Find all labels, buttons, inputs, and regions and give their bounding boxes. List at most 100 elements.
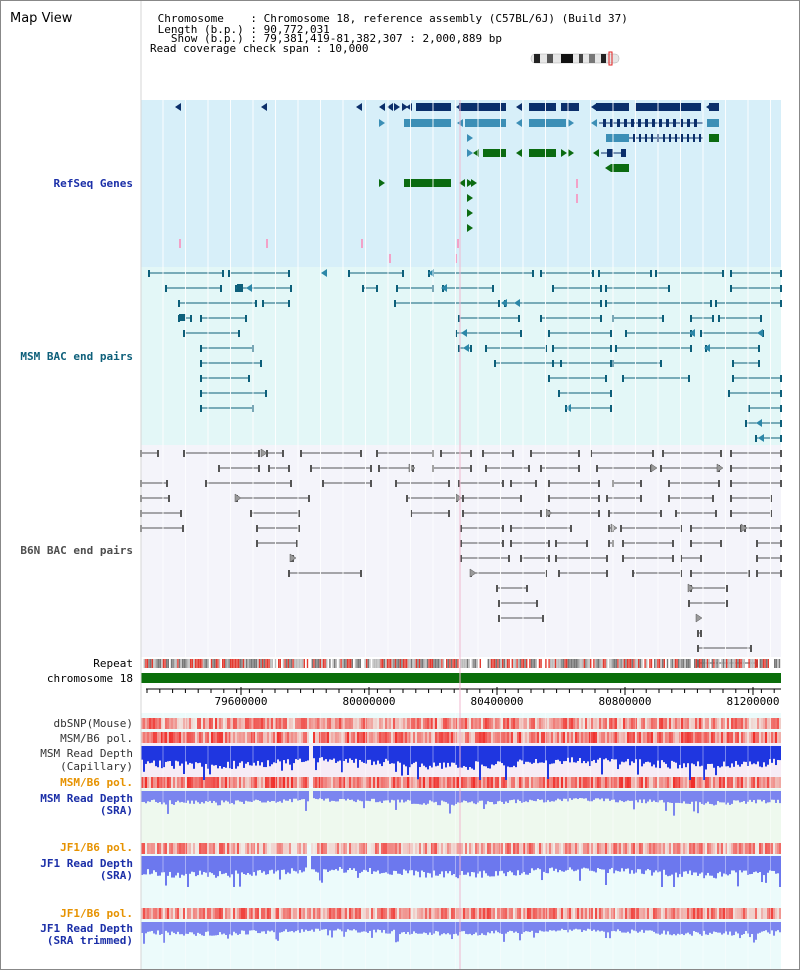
track-label-b6n-bac[interactable]: B6N BAC end pairs [20, 544, 133, 557]
read-depth-bar [263, 746, 265, 768]
read-depth-bar [767, 791, 769, 803]
read-depth-bar [397, 856, 399, 874]
b6n-bac-pair-end [290, 480, 292, 487]
polymorphism-cell [713, 843, 715, 854]
repeat-element [354, 659, 357, 668]
read-depth-bar [367, 922, 369, 933]
polymorphism-cell [651, 718, 653, 729]
read-depth-bar [427, 746, 429, 770]
chromosome-ideogram[interactable] [530, 51, 620, 66]
polymorphism-cell [367, 732, 369, 743]
polymorphism-cell [217, 777, 219, 788]
track-label-jf1-depth-sra-sub: (SRA) [99, 869, 133, 882]
msm-bac-pair-end [610, 360, 612, 367]
read-depth-bar [605, 746, 607, 759]
polymorphism-cell [615, 777, 617, 788]
track-label-msm-b6-pol[interactable]: MSM/B6 pol. [60, 732, 133, 745]
repeat-element [410, 659, 413, 668]
track-label-msm-depth-sra[interactable]: MSM Read Depth [40, 792, 133, 805]
track-label-msm-bac[interactable]: MSM BAC end pairs [20, 350, 133, 363]
polymorphism-cell [549, 718, 551, 729]
polymorphism-cell [263, 843, 265, 854]
track-label-jf1-depth-sra[interactable]: JF1 Read Depth [40, 857, 133, 870]
track-label-jf1-b6-pol[interactable]: JF1/B6 pol. [60, 841, 133, 854]
polymorphism-cell [309, 718, 311, 729]
repeat-element [398, 659, 400, 668]
polymorphism-cell [271, 908, 273, 919]
track-label-jf1-depth-trim[interactable]: JF1 Read Depth [40, 922, 133, 935]
repeat-element [567, 659, 569, 668]
read-depth-bar [273, 791, 275, 802]
read-depth-bar [721, 746, 723, 767]
polymorphism-cell [609, 908, 611, 919]
read-depth-bar [181, 922, 183, 935]
read-depth-bar [241, 922, 243, 931]
track-label-msm-depth-cap[interactable]: MSM Read Depth [40, 747, 133, 760]
track-label-dbsnp[interactable]: dbSNP(Mouse) [53, 717, 133, 730]
read-depth-bar [213, 922, 215, 936]
polymorphism-cell [711, 777, 713, 788]
read-depth-bar [735, 856, 737, 873]
read-depth-bar [527, 791, 529, 803]
read-depth-bar [269, 746, 271, 767]
polymorphism-cell [507, 718, 509, 729]
polymorphism-cell [717, 718, 719, 729]
polymorphism-cell [185, 777, 187, 788]
polymorphism-cell [251, 843, 253, 854]
msm-bac-pair-end [498, 300, 500, 307]
track-label-msm-b6-pol-sra[interactable]: MSM/B6 pol. [60, 776, 133, 789]
read-depth-bar [715, 922, 717, 933]
polymorphism-cell [547, 843, 549, 854]
gene-marker [576, 179, 578, 188]
polymorphism-cell [711, 908, 713, 919]
polymorphism-cell [407, 718, 409, 729]
read-depth-bar [501, 856, 503, 871]
polymorphism-cell [237, 732, 239, 743]
gene-strand-arrow [568, 149, 574, 157]
read-depth-bar [399, 856, 401, 874]
read-depth-bar [425, 856, 427, 878]
polymorphism-cell [231, 843, 233, 854]
repeat-element [332, 659, 334, 668]
polymorphism-cell [257, 908, 259, 919]
repeat-element [366, 659, 368, 668]
read-depth-bar [569, 746, 571, 763]
polymorphism-cell [231, 718, 233, 729]
b6n-bac-pair-end [756, 570, 758, 577]
b6n-bac-pair-end [218, 465, 220, 472]
polymorphism-cell [339, 732, 341, 743]
read-depth-bar [235, 791, 237, 801]
read-depth-bar [475, 922, 477, 933]
read-depth-bar [607, 856, 609, 873]
track-label-refseq[interactable]: RefSeq Genes [53, 177, 133, 190]
track-label-jf1-b6-pol-trim[interactable]: JF1/B6 pol. [60, 907, 133, 920]
repeat-element [673, 659, 675, 668]
read-depth-bar [143, 791, 145, 802]
read-depth-bar [645, 922, 647, 931]
polymorphism-cell [237, 908, 239, 919]
b6n-bac-pair-end [756, 540, 758, 547]
read-depth-bar [285, 791, 287, 801]
read-depth-bar [727, 922, 729, 935]
polymorphism-cell [475, 718, 477, 729]
repeat-element [278, 659, 280, 668]
polymorphism-cell [725, 718, 727, 729]
read-depth-bar [197, 791, 199, 803]
repeat-element [490, 659, 493, 668]
polymorphism-cell [395, 843, 397, 854]
polymorphism-cell [565, 732, 567, 743]
repeat-element [630, 659, 632, 668]
read-depth-bar [515, 922, 517, 932]
polymorphism-cell [363, 777, 365, 788]
read-depth-bar [257, 922, 259, 934]
read-depth-bar [471, 922, 473, 936]
msm-bac-pair-end [458, 315, 460, 322]
polymorphism-cell [391, 843, 393, 854]
read-depth-bar [655, 746, 657, 768]
polymorphism-cell [751, 718, 753, 729]
polymorphism-cell [557, 718, 559, 729]
repeat-element [450, 659, 453, 668]
polymorphism-cell [629, 718, 631, 729]
polymorphism-cell [735, 843, 737, 854]
